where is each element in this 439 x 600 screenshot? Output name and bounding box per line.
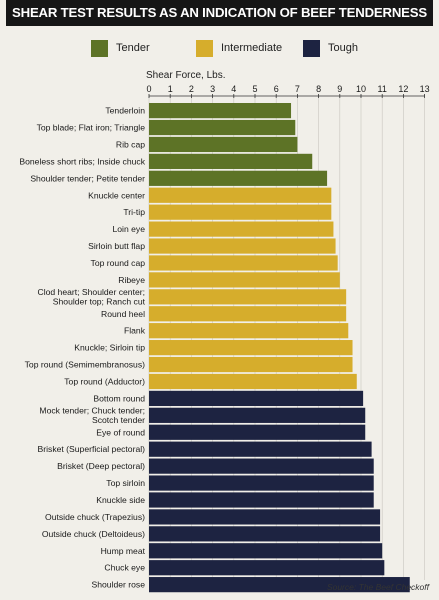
bar <box>149 255 338 271</box>
category-label: Top round cap <box>91 258 146 268</box>
bar <box>149 373 357 390</box>
x-tick-label: 4 <box>231 84 236 94</box>
category-label: Flank <box>124 326 146 336</box>
legend-swatch-tough <box>303 40 320 57</box>
category-label: Hump meat <box>101 546 146 556</box>
category-label: Knuckle; Sirloin tip <box>74 343 145 353</box>
bar <box>149 238 336 254</box>
x-tick-label: 5 <box>252 84 257 94</box>
category-label: Bottom round <box>93 393 145 403</box>
bar <box>149 119 296 136</box>
category-label: Scotch tender <box>92 415 145 425</box>
category-label: Shoulder top; Ranch cut <box>53 296 146 306</box>
category-label: Rib cap <box>116 139 145 149</box>
bar <box>149 458 374 474</box>
legend-swatch-intermediate <box>196 40 213 57</box>
bar <box>149 136 298 153</box>
bar <box>149 356 353 373</box>
x-tick-label: 12 <box>398 84 408 94</box>
category-label: Sirloin butt flap <box>88 241 145 251</box>
bar <box>149 492 374 508</box>
bar <box>149 560 385 576</box>
bar <box>149 221 334 237</box>
category-label: Knuckle side <box>96 495 145 505</box>
bar <box>149 424 366 440</box>
x-tick-label: 10 <box>356 84 366 94</box>
legend-label-tender: Tender <box>116 42 150 54</box>
bar <box>149 103 292 119</box>
category-label: Top sirloin <box>106 478 145 488</box>
bar <box>149 441 372 457</box>
category-label: Round heel <box>101 309 145 319</box>
x-tick-label: 11 <box>378 84 387 94</box>
bar <box>149 272 340 288</box>
x-tick-label: 7 <box>295 84 300 94</box>
x-tick-label: 8 <box>316 84 321 94</box>
bar <box>149 289 347 305</box>
category-label: Outside chuck (Deltoideus) <box>42 529 145 539</box>
category-label: Boneless short ribs; Inside chuck <box>19 156 145 166</box>
bar <box>149 577 410 593</box>
bar <box>149 509 381 525</box>
bar <box>149 543 383 559</box>
legend: Tender Intermediate Tough <box>0 40 439 60</box>
category-label: Eye of round <box>96 427 145 437</box>
x-axis-label: Shear Force, Lbs. <box>146 70 226 81</box>
category-label: Chuck eye <box>104 563 145 573</box>
bar <box>149 170 328 186</box>
bar <box>149 390 364 407</box>
category-label: Top blade; Flat iron; Triangle <box>37 123 146 133</box>
category-label: Tenderloin <box>105 106 145 116</box>
category-label: Loin eye <box>113 224 146 234</box>
chart-title: SHEAR TEST RESULTS AS AN INDICATION OF B… <box>6 0 433 26</box>
bar <box>149 407 366 423</box>
bar <box>149 526 381 542</box>
legend-label-intermediate: Intermediate <box>221 42 283 54</box>
category-label: Shoulder rose <box>91 580 145 590</box>
category-label: Ribeye <box>118 275 145 285</box>
category-label: Mock tender; Chuck tender; <box>39 405 145 415</box>
x-tick-label: 0 <box>146 84 151 94</box>
bar <box>149 306 347 322</box>
bar <box>149 323 349 339</box>
x-tick-label: 1 <box>168 84 173 94</box>
x-tick-label: 6 <box>274 84 279 94</box>
x-tick-label: 3 <box>210 84 215 94</box>
x-tick-label: 9 <box>337 84 342 94</box>
category-label: Brisket (Deep pectoral) <box>57 461 145 471</box>
category-label: Clod heart; Shoulder center; <box>38 287 146 297</box>
category-label: Top round (Adductor) <box>64 376 145 386</box>
category-label: Top round (Semimembranosus) <box>25 360 146 370</box>
x-tick-label: 2 <box>189 84 194 94</box>
category-label: Brisket (Superficial pectoral) <box>38 444 146 454</box>
source-note: Source: The Beef Checkoff <box>326 582 429 592</box>
bar <box>149 475 374 491</box>
category-label: Shoulder tender; Petite tender <box>30 173 145 183</box>
category-label: Tri-tip <box>123 207 145 217</box>
bar <box>149 204 332 220</box>
category-label: Knuckle center <box>88 190 145 200</box>
legend-swatch-tender <box>91 40 108 57</box>
bar <box>149 153 313 169</box>
category-label: Outside chuck (Trapezius) <box>45 512 145 522</box>
legend-label-tough: Tough <box>328 42 358 54</box>
x-tick-label: 13 <box>420 84 430 94</box>
bar <box>149 187 332 203</box>
bar <box>149 340 353 356</box>
